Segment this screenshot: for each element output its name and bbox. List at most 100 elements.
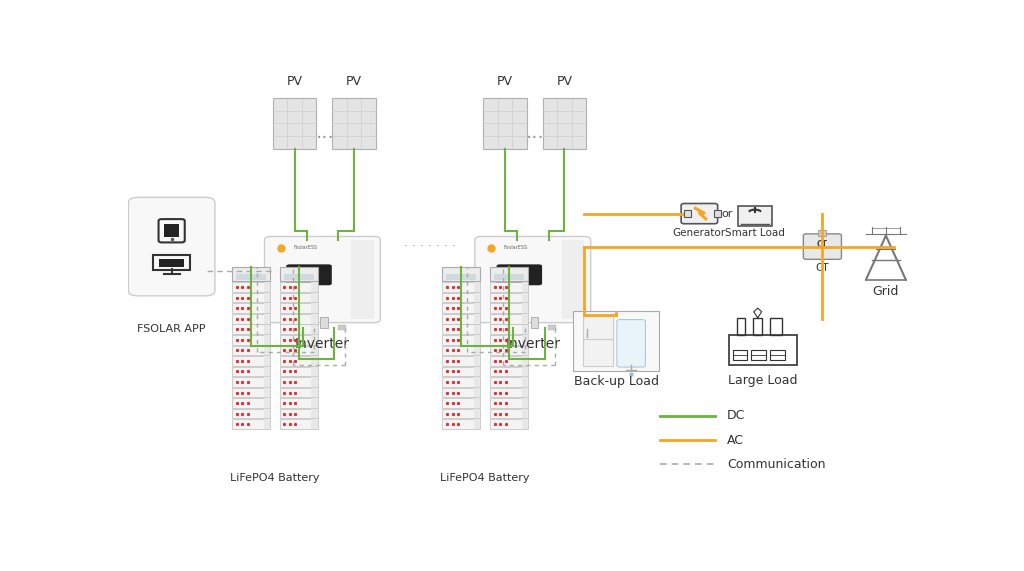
FancyBboxPatch shape [483,98,526,149]
Text: FsolarESS: FsolarESS [294,246,317,251]
FancyBboxPatch shape [280,324,317,334]
FancyBboxPatch shape [264,282,270,292]
Text: · · · · · · ·: · · · · · · · [403,240,456,253]
FancyBboxPatch shape [264,388,270,397]
FancyBboxPatch shape [232,345,270,355]
FancyBboxPatch shape [294,270,313,281]
FancyBboxPatch shape [530,317,538,328]
FancyBboxPatch shape [521,356,528,366]
FancyBboxPatch shape [442,419,480,429]
FancyBboxPatch shape [489,303,528,313]
FancyBboxPatch shape [154,255,189,270]
FancyBboxPatch shape [442,388,480,397]
FancyBboxPatch shape [280,377,317,387]
FancyBboxPatch shape [311,335,317,345]
FancyBboxPatch shape [489,345,528,355]
Text: PV: PV [287,75,303,89]
FancyBboxPatch shape [561,240,585,319]
FancyBboxPatch shape [474,367,480,376]
Text: LiFePO4 Battery: LiFePO4 Battery [230,473,319,483]
FancyBboxPatch shape [442,409,480,419]
FancyBboxPatch shape [311,345,317,355]
FancyBboxPatch shape [284,274,313,280]
FancyBboxPatch shape [521,388,528,397]
FancyBboxPatch shape [474,399,480,408]
FancyBboxPatch shape [280,367,317,376]
FancyBboxPatch shape [474,345,480,355]
FancyBboxPatch shape [280,314,317,324]
FancyBboxPatch shape [280,419,317,429]
FancyBboxPatch shape [442,345,480,355]
FancyBboxPatch shape [492,325,500,330]
FancyBboxPatch shape [159,219,184,243]
FancyBboxPatch shape [311,293,317,303]
FancyBboxPatch shape [280,399,317,408]
Text: PV: PV [556,75,572,89]
Text: Smart Load: Smart Load [725,228,784,238]
FancyBboxPatch shape [333,98,376,149]
FancyBboxPatch shape [442,367,480,376]
FancyBboxPatch shape [474,314,480,324]
Text: Generator: Generator [673,228,726,238]
FancyBboxPatch shape [474,303,480,313]
FancyBboxPatch shape [311,303,317,313]
Bar [752,351,766,360]
FancyBboxPatch shape [264,324,270,334]
FancyBboxPatch shape [521,335,528,345]
FancyBboxPatch shape [264,236,380,323]
Bar [729,335,797,365]
Text: Communication: Communication [727,458,825,471]
FancyBboxPatch shape [442,282,480,292]
FancyBboxPatch shape [616,320,645,367]
FancyBboxPatch shape [311,367,317,376]
FancyBboxPatch shape [446,274,476,280]
FancyBboxPatch shape [474,282,480,292]
Bar [159,259,184,267]
FancyBboxPatch shape [521,324,528,334]
FancyBboxPatch shape [284,317,291,328]
FancyBboxPatch shape [264,335,270,345]
Text: ···: ··· [525,130,545,148]
FancyBboxPatch shape [232,419,270,429]
FancyBboxPatch shape [280,345,317,355]
Text: DC: DC [727,409,745,423]
FancyBboxPatch shape [280,409,317,419]
FancyBboxPatch shape [308,317,315,328]
FancyBboxPatch shape [474,356,480,366]
FancyBboxPatch shape [489,399,528,408]
Text: or: or [722,208,733,219]
FancyBboxPatch shape [232,303,270,313]
FancyBboxPatch shape [442,293,480,303]
FancyBboxPatch shape [489,335,528,345]
Text: Back-up Load: Back-up Load [573,375,658,388]
FancyBboxPatch shape [489,377,528,387]
FancyBboxPatch shape [489,419,528,429]
Bar [733,351,748,360]
FancyBboxPatch shape [232,388,270,397]
FancyBboxPatch shape [311,324,317,334]
FancyBboxPatch shape [489,267,528,282]
FancyBboxPatch shape [548,325,556,330]
FancyBboxPatch shape [442,324,480,334]
Text: ···: ··· [315,130,334,148]
FancyBboxPatch shape [442,335,480,345]
Text: Inverter: Inverter [505,337,560,351]
FancyBboxPatch shape [489,367,528,376]
Text: Inverter: Inverter [295,337,350,351]
FancyBboxPatch shape [521,409,528,419]
FancyBboxPatch shape [521,314,528,324]
FancyBboxPatch shape [338,325,346,330]
FancyBboxPatch shape [442,356,480,366]
FancyBboxPatch shape [311,314,317,324]
FancyBboxPatch shape [264,419,270,429]
FancyBboxPatch shape [521,282,528,292]
FancyBboxPatch shape [311,282,317,292]
FancyBboxPatch shape [521,419,528,429]
FancyBboxPatch shape [311,409,317,419]
FancyBboxPatch shape [489,356,528,366]
FancyBboxPatch shape [232,314,270,324]
FancyBboxPatch shape [232,356,270,366]
FancyBboxPatch shape [232,267,270,282]
Bar [164,224,179,237]
FancyBboxPatch shape [264,293,270,303]
